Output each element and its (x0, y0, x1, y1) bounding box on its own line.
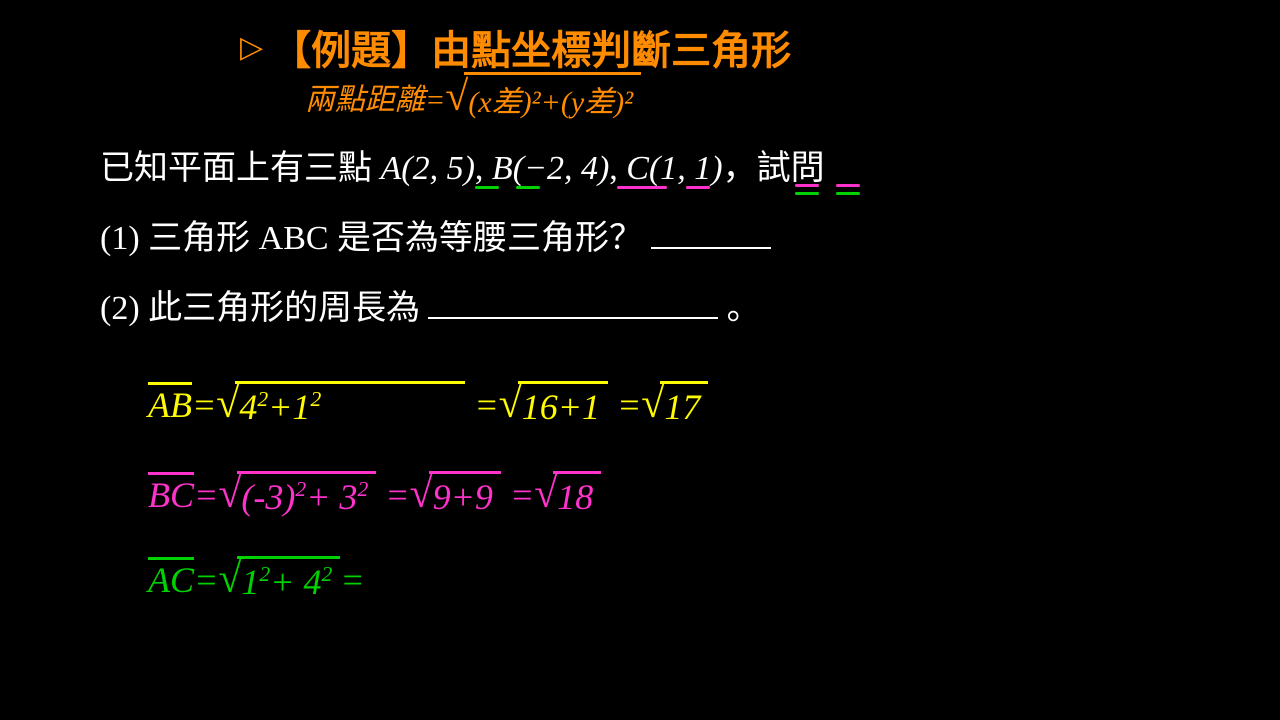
point-c: C(1, 1) (626, 150, 722, 187)
underline-b-x (617, 186, 667, 189)
ac-label: AC (148, 559, 194, 601)
ac-expr1: 12+ 42 (237, 556, 340, 603)
work-bc: BC = √(-3)2+ 32 = √9+9 = √18 (148, 470, 601, 518)
underline-c-x-bot (795, 192, 819, 195)
blackboard-canvas: ▷ 【例題】由點坐標判斷三角形 兩點距離=√(x差)²+(y差)² 已知平面上有… (0, 0, 1280, 720)
q2-period: 。 (727, 290, 761, 327)
ab-expr2: 16+1 (518, 381, 608, 428)
q2-text: (2) 此三角形的周長為 (100, 290, 420, 327)
underline-b-y (686, 186, 710, 189)
work-ac: AC = √12+ 42 = (148, 555, 365, 603)
line1-prefix: 已知平面上有三點 (100, 150, 381, 187)
underline-a-y (516, 186, 540, 189)
ab-expr1: 42+12 (235, 381, 465, 428)
title-row: ▷ 【例題】由點坐標判斷三角形 (240, 18, 791, 76)
underline-c-x-top (795, 184, 819, 187)
title-text: 【例題】由點坐標判斷三角形 (271, 18, 791, 76)
problem-line1: 已知平面上有三點 A(2, 5), B(−2, 4), C(1, 1)，試問 (100, 140, 825, 189)
bc-label: BC (148, 474, 194, 516)
ab-label: AB (148, 384, 192, 426)
bc-expr1: (-3)2+ 32 (237, 471, 376, 518)
distance-formula-hint: 兩點距離=√(x差)²+(y差)² (305, 72, 641, 121)
formula-prefix: 兩點距離= (305, 84, 445, 117)
point-a: A(2, 5) (381, 150, 475, 187)
q1-text: (1) 三角形 ABC 是否為等腰三角形？ (100, 220, 643, 257)
underline-c-y-top (836, 184, 860, 187)
work-ab: AB = √42+12 = √16+1 = √17 (148, 380, 708, 428)
ab-expr3: 17 (660, 381, 708, 428)
line1-suffix: ，試問 (723, 150, 825, 187)
triangle-icon: ▷ (240, 30, 263, 65)
formula-sqrt-body: (x差)²+(y差)² (464, 72, 641, 121)
point-b: B(−2, 4) (492, 150, 609, 187)
bc-expr3: 18 (553, 471, 601, 518)
problem-q2: (2) 此三角形的周長為 。 (100, 280, 761, 329)
underline-a-x (475, 186, 499, 189)
q2-blank (428, 317, 718, 319)
q1-blank (651, 247, 771, 249)
underline-c-y-bot (836, 192, 860, 195)
problem-q1: (1) 三角形 ABC 是否為等腰三角形？ (100, 210, 771, 259)
bc-expr2: 9+9 (429, 471, 501, 518)
